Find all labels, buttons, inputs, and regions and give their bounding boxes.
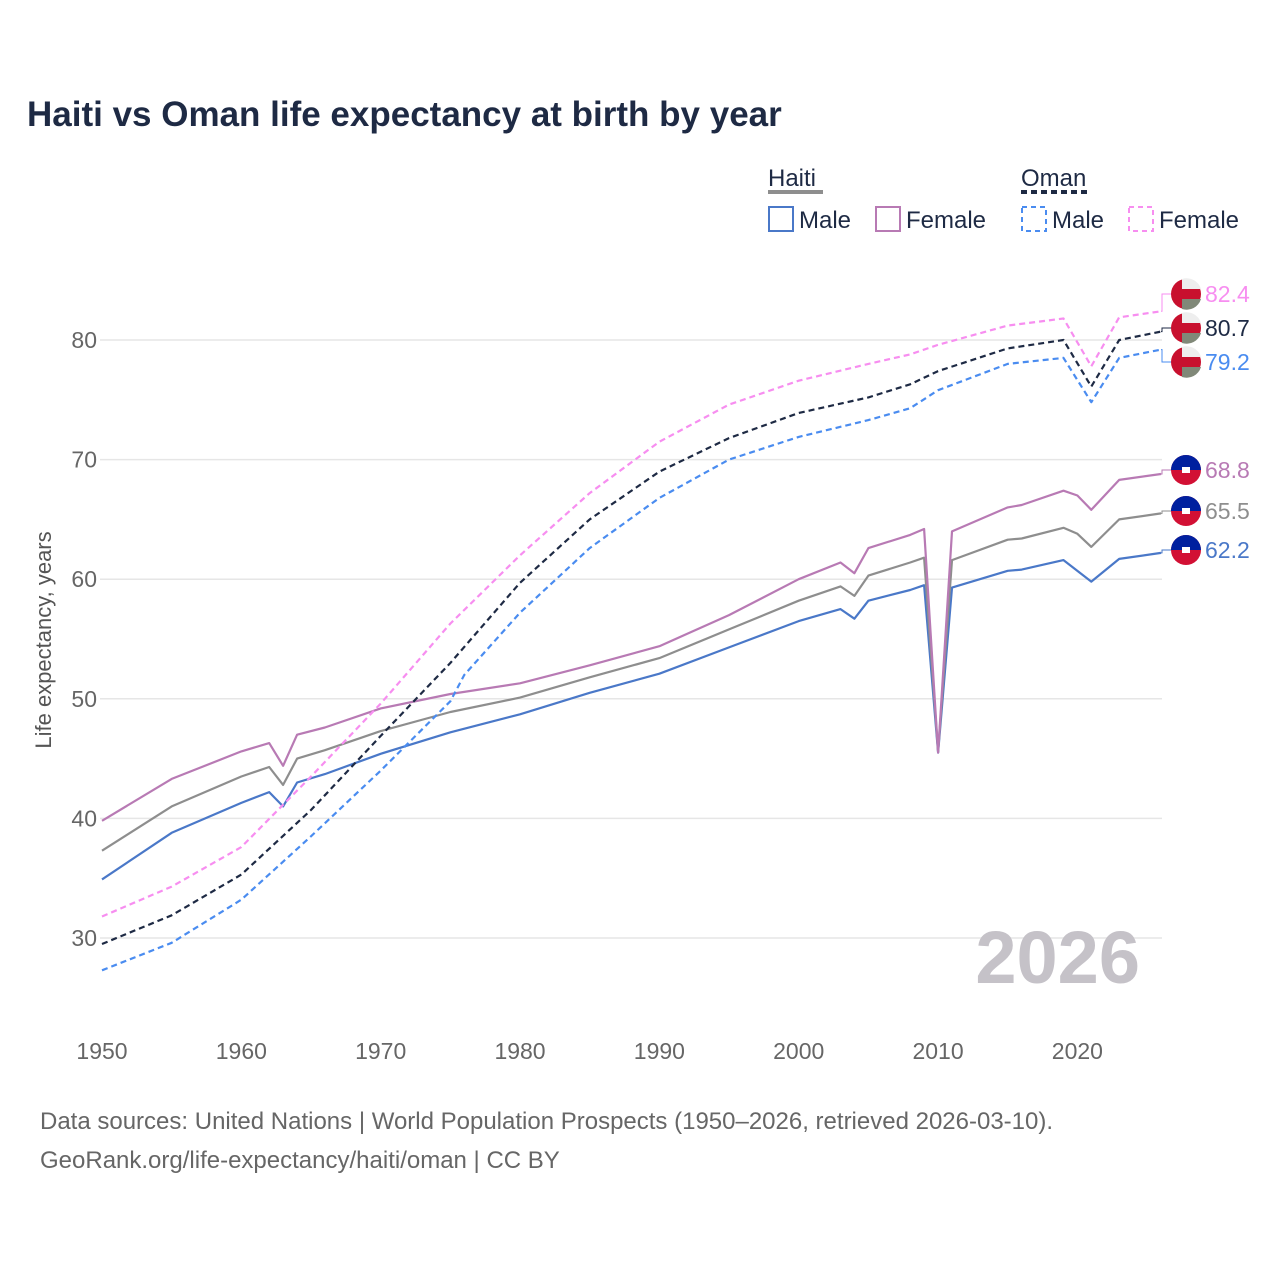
chart-title: Haiti vs Oman life expectancy at birth b… [27, 95, 782, 134]
end-value-label: 79.2 [1205, 349, 1250, 375]
x-tick-label: 2000 [773, 1038, 824, 1064]
end-value-label: 62.2 [1205, 537, 1250, 563]
oman-flag-green [1182, 299, 1201, 310]
label-connector [1161, 469, 1172, 475]
label-connector [1161, 327, 1172, 333]
label-connector [1161, 549, 1172, 554]
x-tick-label: 1950 [76, 1038, 127, 1064]
legend-swatch [1128, 206, 1154, 232]
oman-flag-white [1182, 278, 1201, 289]
legend-swatch [875, 206, 901, 232]
legend-group-title: Oman [1021, 165, 1086, 192]
series-line-haiti-total [101, 512, 1162, 852]
series-line-oman-male [101, 348, 1162, 972]
y-tick-label: 50 [71, 686, 97, 712]
legend-group-title: Haiti [768, 165, 816, 192]
haiti-flag-emblem [1182, 547, 1190, 553]
oman-flag-white [1182, 312, 1201, 323]
x-tick-label: 1990 [634, 1038, 685, 1064]
haiti-flag-blue [1171, 535, 1201, 550]
year-watermark: 2026 [975, 916, 1140, 999]
label-connector [1161, 510, 1172, 514]
series-line-haiti-female [101, 472, 1162, 822]
oman-flag-green [1182, 333, 1201, 344]
oman-flag-white [1182, 346, 1201, 357]
legend-label: Male [1052, 207, 1104, 234]
y-tick-label: 60 [71, 566, 97, 592]
x-tick-label: 2020 [1052, 1038, 1103, 1064]
end-value-label: 80.7 [1205, 315, 1250, 341]
y-tick-label: 30 [71, 925, 97, 951]
y-tick-label: 40 [71, 805, 97, 831]
haiti-flag-emblem [1182, 508, 1190, 514]
x-tick-label: 1970 [355, 1038, 406, 1064]
legend-label: Male [799, 207, 851, 234]
x-tick-label: 1980 [494, 1038, 545, 1064]
legend-swatch [1021, 206, 1047, 232]
label-connector [1161, 349, 1172, 363]
oman-flag-green [1182, 367, 1201, 378]
legend-swatch [768, 206, 794, 232]
end-value-label: 82.4 [1205, 281, 1250, 307]
haiti-flag-blue [1171, 455, 1201, 470]
haiti-flag-emblem [1182, 467, 1190, 473]
x-tick-label: 2010 [912, 1038, 963, 1064]
source-line-2: GeoRank.org/life-expectancy/haiti/oman |… [40, 1147, 560, 1174]
end-value-label: 68.8 [1205, 457, 1250, 483]
series-line-oman-total [101, 330, 1162, 946]
legend-label: Female [1159, 207, 1239, 234]
legend-label: Female [906, 207, 986, 234]
series-line-haiti-male [101, 551, 1162, 881]
y-tick-label: 70 [71, 447, 97, 473]
x-tick-label: 1960 [216, 1038, 267, 1064]
series-line-oman-female [101, 310, 1162, 918]
label-connector [1161, 293, 1172, 312]
y-tick-label: 80 [71, 327, 97, 353]
y-axis-label: Life expectancy, years [31, 531, 56, 748]
end-value-label: 65.5 [1205, 498, 1250, 524]
source-line-1: Data sources: United Nations | World Pop… [40, 1108, 1054, 1135]
haiti-flag-blue [1171, 496, 1201, 511]
